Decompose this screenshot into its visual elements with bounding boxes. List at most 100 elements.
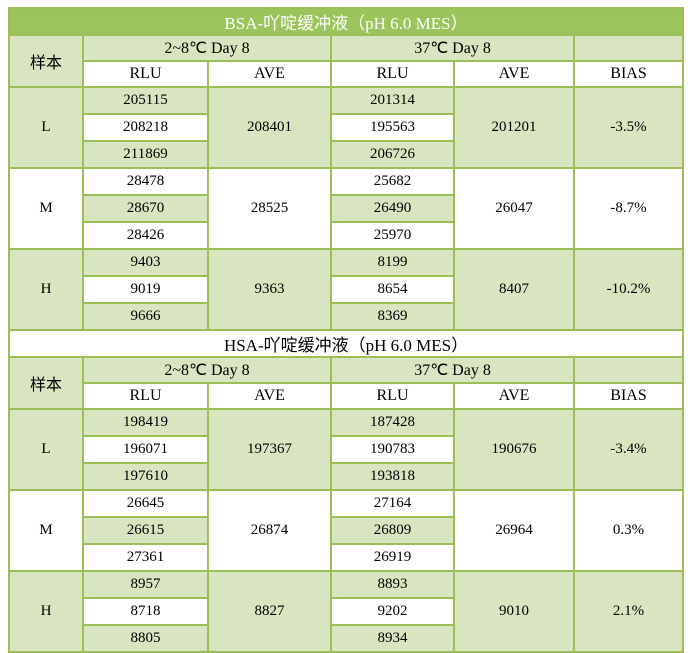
table-row: 26615 26809 bbox=[9, 516, 683, 545]
sample-cell: M bbox=[8, 167, 84, 250]
col-header-condition-2-8c: 2~8℃ Day 8 bbox=[82, 34, 332, 62]
rlu-value-cell: 25970 bbox=[330, 221, 455, 250]
col-header-rlu-2: RLU bbox=[330, 60, 455, 88]
table-row: 196071 190783 bbox=[9, 435, 683, 464]
rlu-value-cell: 28478 bbox=[82, 167, 209, 196]
col-header-rlu-1: RLU bbox=[82, 382, 209, 410]
rlu-value-cell: 25682 bbox=[330, 167, 455, 196]
rlu-value-cell: 9666 bbox=[82, 302, 209, 331]
col-header-ave-1: AVE bbox=[207, 60, 332, 88]
rlu-value-cell: 211869 bbox=[82, 140, 209, 169]
rlu-value-cell: 193818 bbox=[330, 462, 455, 491]
table-row: 8718 9202 bbox=[9, 597, 683, 626]
rlu-value-cell: 190783 bbox=[330, 435, 455, 464]
table-title-row: BSA-吖啶缓冲液（pH 6.0 MES） bbox=[7, 7, 685, 36]
bias-cell: -3.4% bbox=[572, 408, 685, 491]
rlu-value-cell: 8654 bbox=[330, 275, 455, 304]
col-header-condition-2-8c: 2~8℃ Day 8 bbox=[82, 356, 332, 384]
bias-cell: 2.1% bbox=[572, 570, 685, 653]
sample-cell: H bbox=[8, 570, 84, 653]
table-row: 208218 195563 bbox=[9, 113, 683, 142]
rlu-value-cell: 201314 bbox=[330, 86, 455, 115]
ave-cell: 208401 bbox=[207, 86, 332, 169]
rlu-value-cell: 208218 bbox=[82, 113, 209, 142]
table-title-row: HSA-吖啶缓冲液（pH 6.0 MES） bbox=[7, 329, 685, 358]
ave-cell: 28525 bbox=[207, 167, 332, 250]
stability-comparison-table: BSA-吖啶缓冲液（pH 6.0 MES） 样本 2~8℃ Day 8 37℃ … bbox=[7, 7, 685, 653]
metric-header-row: RLU AVE RLU AVE BIAS bbox=[9, 382, 685, 410]
ave-cell: 9010 bbox=[453, 570, 575, 653]
bias-cell: -3.5% bbox=[572, 86, 685, 169]
table-row: H 9403 9363 8199 8407 -10.2% bbox=[8, 248, 685, 331]
empty-header-cell bbox=[572, 34, 685, 62]
rlu-value-cell: 28670 bbox=[82, 194, 209, 223]
condition-header-row: 样本 2~8℃ Day 8 37℃ Day 8 bbox=[8, 34, 685, 88]
rlu-value-cell: 8934 bbox=[330, 624, 455, 653]
table-row: M 28478 28525 25682 26047 -8.7% bbox=[8, 167, 685, 250]
rlu-value-cell: 8893 bbox=[330, 570, 455, 599]
ave-cell: 8407 bbox=[453, 248, 575, 331]
sample-cell: L bbox=[8, 408, 84, 491]
bias-cell: -10.2% bbox=[572, 248, 685, 331]
ave-cell: 197367 bbox=[207, 408, 332, 491]
col-header-condition-37c: 37℃ Day 8 bbox=[330, 356, 575, 384]
table-row: L 205115 208401 201314 201201 -3.5% bbox=[8, 86, 685, 169]
rlu-value-cell: 8718 bbox=[82, 597, 209, 626]
table-row: 197610 193818 bbox=[9, 462, 683, 491]
ave-cell: 26964 bbox=[453, 489, 575, 572]
col-header-condition-37c: 37℃ Day 8 bbox=[330, 34, 575, 62]
rlu-value-cell: 26645 bbox=[82, 489, 209, 518]
col-header-ave-2: AVE bbox=[453, 60, 575, 88]
table-row: 27361 26919 bbox=[9, 543, 683, 572]
rlu-value-cell: 8369 bbox=[330, 302, 455, 331]
rlu-value-cell: 8957 bbox=[82, 570, 209, 599]
rlu-value-cell: 9403 bbox=[82, 248, 209, 277]
rlu-value-cell: 26809 bbox=[330, 516, 455, 545]
rlu-value-cell: 26490 bbox=[330, 194, 455, 223]
col-header-rlu-1: RLU bbox=[82, 60, 209, 88]
bias-cell: 0.3% bbox=[572, 489, 685, 572]
rlu-value-cell: 8805 bbox=[82, 624, 209, 653]
rlu-value-cell: 205115 bbox=[82, 86, 209, 115]
col-header-ave-2: AVE bbox=[453, 382, 575, 410]
table-row: 28670 26490 bbox=[9, 194, 683, 223]
rlu-value-cell: 9019 bbox=[82, 275, 209, 304]
sample-cell: L bbox=[8, 86, 84, 169]
col-header-ave-1: AVE bbox=[207, 382, 332, 410]
table-row: M 26645 26874 27164 26964 0.3% bbox=[8, 489, 685, 572]
table-row: 9019 8654 bbox=[9, 275, 683, 304]
empty-header-cell bbox=[572, 356, 685, 384]
rlu-value-cell: 197610 bbox=[82, 462, 209, 491]
rlu-value-cell: 27361 bbox=[82, 543, 209, 572]
col-header-sample: 样本 bbox=[8, 356, 84, 410]
ave-cell: 26874 bbox=[207, 489, 332, 572]
rlu-value-cell: 195563 bbox=[330, 113, 455, 142]
rlu-value-cell: 26919 bbox=[330, 543, 455, 572]
rlu-value-cell: 196071 bbox=[82, 435, 209, 464]
table-title-hsa: HSA-吖啶缓冲液（pH 6.0 MES） bbox=[7, 329, 685, 358]
ave-cell: 201201 bbox=[453, 86, 575, 169]
sample-cell: M bbox=[8, 489, 84, 572]
rlu-value-cell: 28426 bbox=[82, 221, 209, 250]
bias-cell: -8.7% bbox=[572, 167, 685, 250]
rlu-value-cell: 26615 bbox=[82, 516, 209, 545]
table-row: H 8957 8827 8893 9010 2.1% bbox=[8, 570, 685, 653]
col-header-sample: 样本 bbox=[8, 34, 84, 88]
ave-cell: 9363 bbox=[207, 248, 332, 331]
rlu-value-cell: 27164 bbox=[330, 489, 455, 518]
col-header-rlu-2: RLU bbox=[330, 382, 455, 410]
table-row: 9666 8369 bbox=[9, 302, 683, 331]
col-header-bias: BIAS bbox=[572, 60, 685, 88]
rlu-value-cell: 8199 bbox=[330, 248, 455, 277]
rlu-value-cell: 9202 bbox=[330, 597, 455, 626]
ave-cell: 190676 bbox=[453, 408, 575, 491]
table-title-bsa: BSA-吖啶缓冲液（pH 6.0 MES） bbox=[7, 7, 685, 36]
rlu-value-cell: 206726 bbox=[330, 140, 455, 169]
table-row: L 198419 197367 187428 190676 -3.4% bbox=[8, 408, 685, 491]
table-row: 28426 25970 bbox=[9, 221, 683, 250]
rlu-value-cell: 187428 bbox=[330, 408, 455, 437]
table-row: 211869 206726 bbox=[9, 140, 683, 169]
table-row: 8805 8934 bbox=[9, 624, 683, 653]
ave-cell: 8827 bbox=[207, 570, 332, 653]
